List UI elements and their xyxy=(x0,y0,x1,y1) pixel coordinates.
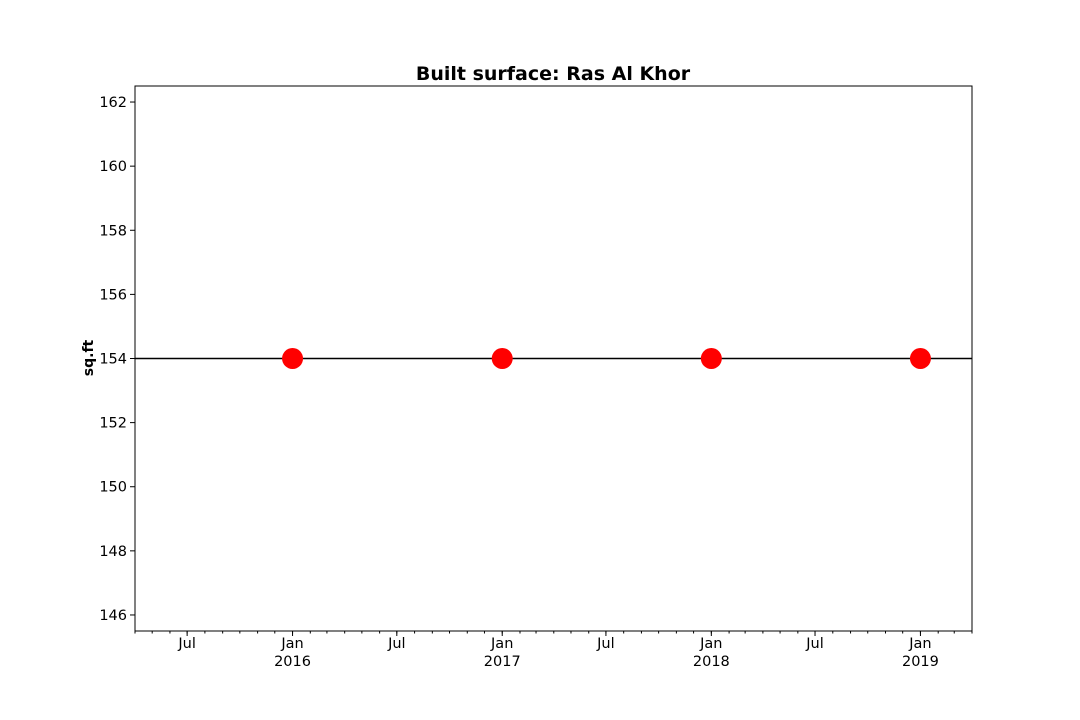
data-point xyxy=(700,348,722,369)
x-tick-label: Jul xyxy=(177,636,196,652)
y-tick-label: 158 xyxy=(99,223,127,239)
y-tick-label: 156 xyxy=(99,287,127,303)
y-axis-label: sq.ft xyxy=(81,339,97,376)
y-tick-label: 150 xyxy=(99,480,127,496)
y-tick-label: 162 xyxy=(99,95,127,111)
x-tick-year-label: 2017 xyxy=(484,654,521,670)
x-tick-label: Jul xyxy=(387,636,406,652)
data-point xyxy=(491,348,513,369)
plot-frame xyxy=(134,85,973,632)
y-tick-label: 160 xyxy=(99,159,127,175)
chart-title: Built surface: Ras Al Khor xyxy=(416,63,691,85)
y-tick-label: 152 xyxy=(99,416,127,432)
y-tick-label: 146 xyxy=(99,608,127,624)
x-tick-label: Jul xyxy=(596,636,615,652)
x-tick-label: Jan xyxy=(490,636,513,652)
y-tick-label: 148 xyxy=(99,544,127,560)
x-tick-label: Jul xyxy=(805,636,824,652)
x-tick-year-label: 2019 xyxy=(902,654,939,670)
plot-area: 146 148 150 152 154 156 158 160 162 Jul Jan 2016 Jul… xyxy=(99,85,973,670)
data-point xyxy=(909,348,931,369)
x-tick-label: Jan xyxy=(699,636,722,652)
y-tick-label: 154 xyxy=(99,352,127,368)
x-tick-label: Jan xyxy=(280,636,303,652)
data-point xyxy=(282,348,304,369)
x-tick-year-label: 2016 xyxy=(274,654,311,670)
x-tick-label: Jan xyxy=(908,636,931,652)
x-tick-year-label: 2018 xyxy=(693,654,730,670)
